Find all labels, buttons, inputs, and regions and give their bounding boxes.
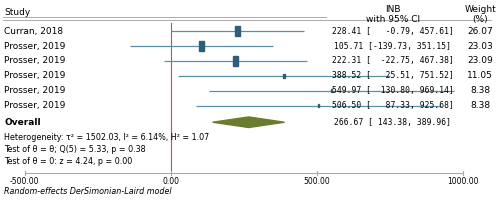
Text: 228.41 [   -0.79, 457.61]: 228.41 [ -0.79, 457.61] <box>332 27 454 36</box>
Text: 0.00: 0.00 <box>162 177 180 186</box>
Text: INB
with 95% CI: INB with 95% CI <box>366 5 420 24</box>
Text: 500.00: 500.00 <box>304 177 330 186</box>
Text: 549.97 [  130.80, 969.14]: 549.97 [ 130.80, 969.14] <box>332 86 454 95</box>
Bar <box>235 26 240 36</box>
Text: 105.71 [-139.73, 351.15]: 105.71 [-139.73, 351.15] <box>334 42 451 50</box>
Text: 23.09: 23.09 <box>468 56 493 65</box>
Bar <box>330 89 332 92</box>
Text: Test of θ = 0: z = 4.24, p = 0.00: Test of θ = 0: z = 4.24, p = 0.00 <box>4 157 132 166</box>
Text: Test of θ = θ; Q(5) = 5.33, p = 0.38: Test of θ = θ; Q(5) = 5.33, p = 0.38 <box>4 145 146 154</box>
Text: 8.38: 8.38 <box>470 86 490 95</box>
Text: Prosser, 2019: Prosser, 2019 <box>4 56 66 65</box>
Bar <box>234 56 238 66</box>
Text: Weight
(%): Weight (%) <box>464 5 496 24</box>
Text: 388.52 [   25.51, 751.52]: 388.52 [ 25.51, 751.52] <box>332 71 454 80</box>
Text: Prosser, 2019: Prosser, 2019 <box>4 71 66 80</box>
Text: 506.50 [   87.33, 925.68]: 506.50 [ 87.33, 925.68] <box>332 101 454 110</box>
Text: 1000.00: 1000.00 <box>447 177 478 186</box>
Text: 222.31 [  -22.75, 467.38]: 222.31 [ -22.75, 467.38] <box>332 56 454 65</box>
Text: Prosser, 2019: Prosser, 2019 <box>4 86 66 95</box>
Text: Prosser, 2019: Prosser, 2019 <box>4 42 66 50</box>
Bar <box>283 74 286 78</box>
Text: Random-effects DerSimonian-Laird model: Random-effects DerSimonian-Laird model <box>4 187 172 196</box>
Bar <box>318 104 320 107</box>
Polygon shape <box>212 117 284 128</box>
Text: 26.07: 26.07 <box>468 27 493 36</box>
Text: 23.03: 23.03 <box>468 42 493 50</box>
Text: Heterogeneity: τ² = 1502.03, I² = 6.14%, H² = 1.07: Heterogeneity: τ² = 1502.03, I² = 6.14%,… <box>4 134 210 142</box>
Text: Overall: Overall <box>4 118 41 127</box>
Text: 11.05: 11.05 <box>468 71 493 80</box>
Text: Study: Study <box>4 9 30 17</box>
Text: Prosser, 2019: Prosser, 2019 <box>4 101 66 110</box>
Bar <box>200 41 204 51</box>
Text: Curran, 2018: Curran, 2018 <box>4 27 64 36</box>
Text: 8.38: 8.38 <box>470 101 490 110</box>
Text: -500.00: -500.00 <box>10 177 40 186</box>
Text: 266.67 [ 143.38, 389.96]: 266.67 [ 143.38, 389.96] <box>334 118 451 127</box>
